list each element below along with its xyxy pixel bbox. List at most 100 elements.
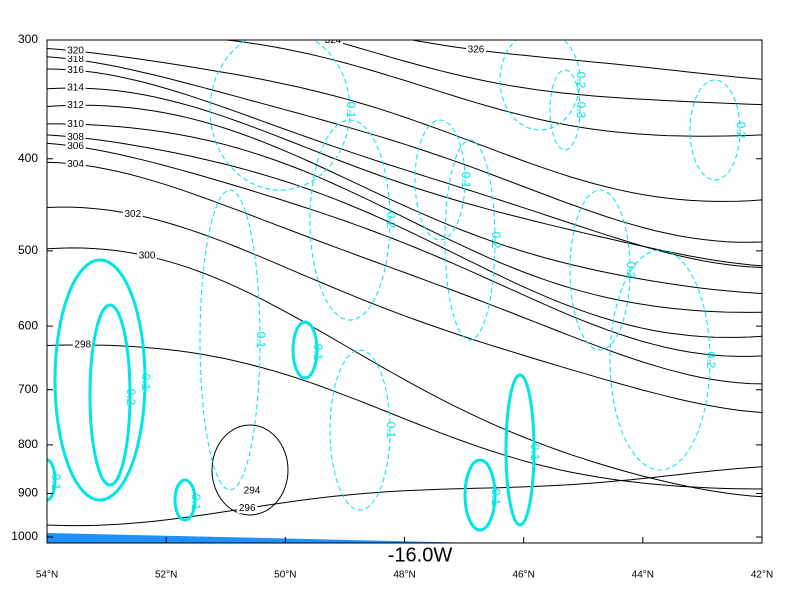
y-tick-label: 600: [18, 318, 38, 332]
omega-contour: [173, 478, 197, 522]
contour-label: 318: [67, 54, 84, 65]
frame: [46, 39, 763, 544]
contour-label: 298: [74, 340, 91, 351]
label-bg: [466, 44, 486, 55]
contour-label: 0.1: [344, 102, 358, 119]
theta-contour: [47, 466, 762, 527]
contour-label: 316: [67, 65, 84, 76]
theta-contour: [47, 104, 762, 294]
theta-contour: [47, 161, 762, 385]
contour-label: 0.2: [384, 212, 398, 229]
theta-contour: [47, 344, 762, 490]
contour-label: 296: [239, 503, 256, 514]
theta-contour: [47, 142, 762, 357]
theta-contour: [47, 247, 762, 498]
contour-label: 302: [124, 209, 141, 220]
omega-contour: [88, 303, 132, 487]
omega-contour: [609, 249, 711, 471]
contour-label: 300: [139, 251, 156, 262]
omega-contour: [309, 119, 391, 321]
omega-contour: [504, 373, 536, 527]
contour-label: -0.1: [49, 470, 63, 491]
omega-contour: [47, 458, 57, 502]
omega-contour: [291, 320, 319, 380]
contour-label: 326: [468, 45, 485, 56]
x-tick-label: 48°N: [393, 570, 415, 581]
label-bg: [65, 82, 86, 93]
theta-contour: [47, 87, 762, 267]
contour-label: 324: [325, 35, 342, 46]
x-tick-label: 46°N: [512, 570, 534, 581]
theta-contour: [409, 40, 762, 80]
contour-label: 308: [67, 132, 84, 143]
contour-label: 0.1: [254, 332, 268, 349]
contour-label: 0.3: [574, 102, 588, 119]
contour-label: 320: [67, 46, 84, 57]
contour-label: 304: [67, 159, 84, 170]
label-bg: [65, 159, 86, 170]
label-bg: [237, 503, 258, 514]
contour-label: 0.2: [704, 352, 718, 369]
label-bg: [323, 40, 343, 46]
y-tick-label: 700: [18, 382, 38, 396]
contour-label: 0.2: [489, 232, 503, 249]
theta-contour: [47, 134, 762, 338]
contour-label: 310: [67, 119, 84, 130]
y-tick-label: 900: [18, 486, 38, 500]
contour-label: 0.2: [734, 122, 748, 139]
theta-contour: [47, 56, 762, 243]
label-bg: [122, 209, 143, 220]
y-tick-label: 1000: [11, 529, 38, 543]
label-bg: [65, 100, 86, 111]
label-bg: [65, 141, 86, 152]
theta-contour: [329, 40, 762, 106]
contour-label: 294: [244, 486, 261, 497]
label-bg: [65, 45, 86, 56]
contour-label: 306: [67, 141, 84, 152]
omega-contour: [549, 69, 581, 151]
label-bg: [65, 54, 86, 65]
label-bg: [65, 132, 86, 143]
contour-label: -0.1: [139, 370, 153, 391]
contour-label: 0.1: [384, 422, 398, 439]
contour-label: -0.1: [489, 485, 503, 506]
theta-contour: [47, 68, 762, 268]
terrain: [47, 533, 480, 543]
omega-contour: [199, 189, 261, 491]
x-tick-label: 44°N: [632, 570, 654, 581]
contour-label: -0.2: [124, 385, 138, 406]
contour-label: 0.2: [574, 72, 588, 89]
omega-contour: [689, 79, 741, 181]
theta-contour: [47, 206, 762, 413]
omega-contour: [463, 458, 497, 532]
label-bg: [65, 119, 86, 130]
label-bg: [137, 251, 158, 262]
omega-contour: [209, 40, 351, 191]
contour-label: 322: [182, 31, 199, 42]
contour-label: 312: [67, 100, 84, 111]
theta-contour: [47, 123, 762, 313]
contour-label: -0.1: [528, 440, 542, 461]
x-tick-label: 54°N: [36, 570, 58, 581]
omega-contour: [569, 189, 631, 351]
label-bg: [180, 40, 200, 42]
label-bg: [72, 339, 93, 350]
x-tick-label: 50°N: [274, 570, 296, 581]
y-tick-label: 400: [18, 151, 38, 165]
contour-label: -0.1: [311, 340, 325, 361]
label-bg: [65, 65, 86, 76]
contour-label: 0.1: [459, 172, 473, 189]
omega-contour: [499, 40, 581, 131]
chart-title: -16.0W: [388, 544, 453, 566]
plot-area: 2942962983003023043063083103123143163183…: [47, 31, 762, 543]
y-tick-label: 800: [18, 437, 38, 451]
theta-contour: [222, 40, 762, 137]
omega-contour: [414, 119, 466, 241]
y-tick-label: 500: [18, 243, 38, 257]
label-bg: [242, 485, 262, 496]
omega-contour: [53, 258, 147, 502]
omega-contour: [444, 139, 496, 341]
y-tick-label: 300: [18, 32, 38, 46]
theta-contour: [47, 48, 762, 202]
x-tick-label: 52°N: [155, 570, 177, 581]
